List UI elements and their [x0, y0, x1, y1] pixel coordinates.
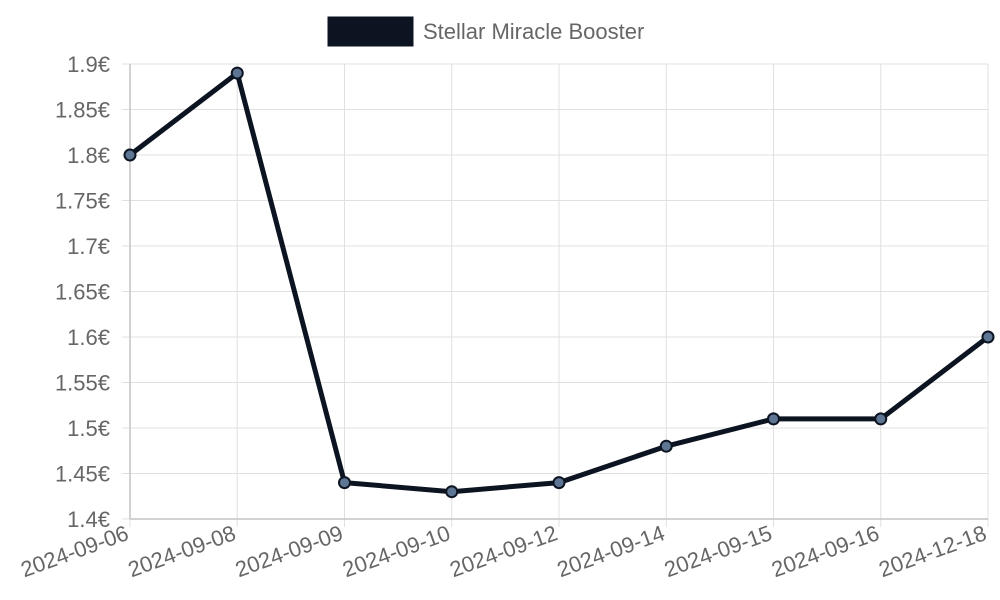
- x-tick-label: 2024-09-14: [554, 520, 668, 582]
- y-tick-label: 1.4€: [67, 507, 110, 532]
- y-tick-label: 1.7€: [67, 234, 110, 259]
- y-tick-label: 1.85€: [55, 98, 110, 123]
- data-point[interactable]: [874, 412, 888, 426]
- data-point[interactable]: [338, 476, 351, 490]
- y-tick-label: 1.5€: [67, 416, 110, 441]
- data-point[interactable]: [552, 476, 566, 490]
- y-tick-label: 1.8€: [67, 143, 110, 168]
- series-layer: [123, 66, 995, 499]
- y-tick-label: 1.75€: [55, 189, 110, 214]
- y-tick-label: 1.65€: [55, 280, 110, 305]
- y-tick-label: 1.6€: [67, 325, 110, 350]
- legend-swatch[interactable]: [327, 16, 414, 47]
- x-axis-tick-labels: 2024-09-062024-09-082024-09-092024-09-10…: [17, 520, 989, 582]
- data-point[interactable]: [981, 330, 995, 344]
- x-tick-label: 2024-09-12: [446, 520, 560, 582]
- y-tick-label: 1.9€: [67, 52, 110, 77]
- x-tick-label: 2024-09-15: [661, 520, 775, 582]
- data-point[interactable]: [659, 439, 673, 453]
- data-point[interactable]: [767, 412, 780, 426]
- data-point[interactable]: [123, 148, 137, 162]
- data-point[interactable]: [230, 66, 244, 80]
- x-tick-label: 2024-09-16: [768, 520, 882, 582]
- y-axis-tick-labels: 1.4€ 1.45€ 1.5€ 1.55€ 1.6€ 1.65€ 1.7€ 1.75€ 1.8€…: [55, 52, 110, 532]
- x-tick-label: 2024-12-18: [875, 520, 989, 582]
- x-tick-label: 2024-09-10: [339, 520, 453, 582]
- legend[interactable]: Stellar Miracle Booster: [327, 16, 644, 47]
- y-tick-label: 1.45€: [55, 462, 110, 487]
- y-tick-label: 1.55€: [55, 371, 110, 396]
- x-tick-label: 2024-09-08: [125, 520, 239, 582]
- x-tick-label: 2024-09-09: [232, 520, 346, 582]
- data-point[interactable]: [445, 485, 459, 499]
- axes: [129, 64, 988, 520]
- legend-label[interactable]: Stellar Miracle Booster: [423, 19, 644, 44]
